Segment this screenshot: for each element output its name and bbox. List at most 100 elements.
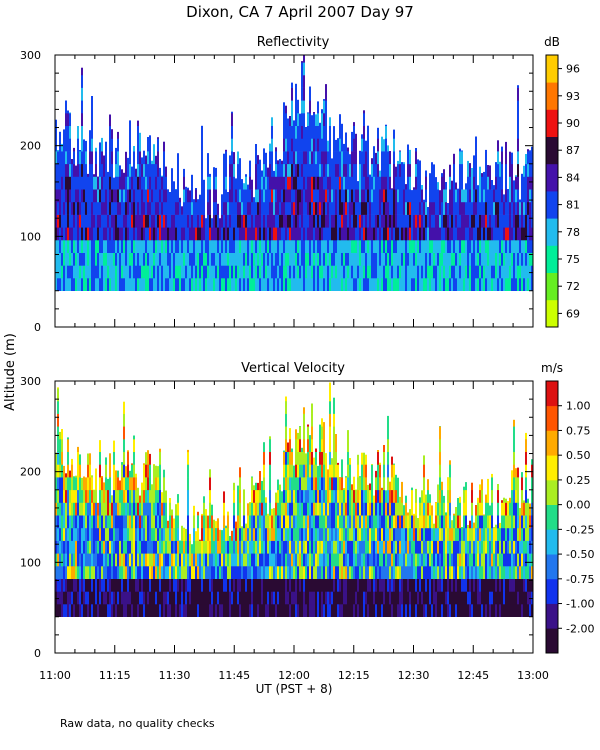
heatmap-cell: [289, 502, 291, 516]
heatmap-cell: [287, 240, 289, 253]
heatmap-cell: [257, 252, 259, 266]
heatmap-cell: [157, 604, 159, 617]
heatmap-cell: [137, 502, 139, 516]
heatmap-cell: [427, 252, 429, 266]
heatmap-cell: [361, 502, 363, 516]
heatmap-cell: [349, 591, 351, 605]
heatmap-cell: [373, 553, 375, 567]
heatmap-cell: [145, 214, 147, 228]
heatmap-cell: [411, 278, 413, 291]
heatmap-cell: [377, 163, 379, 177]
heatmap-cell: [259, 227, 261, 241]
heatmap-cell: [417, 176, 419, 190]
heatmap-cell: [345, 214, 347, 228]
heatmap-cell: [369, 240, 371, 253]
heatmap-cell: [289, 578, 291, 592]
heatmap-cell: [281, 553, 283, 567]
heatmap-cell: [263, 252, 265, 266]
heatmap-cell: [125, 151, 127, 165]
heatmap-cell: [243, 515, 245, 529]
heatmap-cell: [243, 189, 245, 203]
heatmap-cell: [81, 176, 83, 190]
heatmap-cell: [461, 227, 463, 241]
heatmap-cell: [321, 189, 323, 203]
heatmap-cell: [401, 540, 403, 554]
heatmap-cell: [167, 578, 169, 592]
heatmap-cell: [99, 201, 101, 215]
heatmap-cell: [509, 163, 511, 177]
heatmap-cell: [73, 578, 75, 592]
heatmap-cell: [223, 227, 225, 241]
heatmap-cell: [137, 604, 139, 617]
heatmap-cell: [129, 176, 131, 190]
heatmap-cell: [99, 566, 101, 579]
heatmap-cell: [143, 591, 145, 605]
heatmap-cell: [393, 502, 395, 516]
heatmap-cell: [501, 146, 503, 152]
heatmap-cell: [441, 278, 443, 291]
heatmap-cell: [137, 540, 139, 554]
heatmap-cell: [91, 502, 93, 516]
heatmap-cell: [473, 265, 475, 279]
heatmap-cell: [209, 240, 211, 253]
heatmap-cell: [69, 113, 71, 126]
heatmap-cell: [413, 604, 415, 617]
heatmap-cell: [259, 477, 261, 491]
heatmap-cell: [293, 566, 295, 579]
heatmap-cell: [331, 227, 333, 241]
heatmap-cell: [79, 163, 81, 177]
heatmap-cell: [59, 604, 61, 617]
heatmap-cell: [363, 138, 365, 152]
heatmap-cell: [183, 201, 185, 215]
heatmap-cell: [191, 604, 193, 617]
heatmap-cell: [397, 591, 399, 605]
heatmap-cell: [413, 240, 415, 253]
heatmap-cell: [81, 566, 83, 579]
heatmap-cell: [153, 227, 155, 241]
heatmap-cell: [119, 480, 121, 491]
heatmap-cell: [367, 240, 369, 253]
heatmap-cell: [367, 515, 369, 529]
heatmap-cell: [341, 189, 343, 203]
heatmap-cell: [473, 252, 475, 266]
heatmap-cell: [65, 189, 67, 203]
heatmap-cell: [409, 240, 411, 253]
heatmap-cell: [321, 176, 323, 190]
heatmap-cell: [357, 181, 359, 190]
heatmap-cell: [147, 540, 149, 554]
heatmap-cell: [313, 227, 315, 241]
heatmap-cell: [195, 214, 197, 228]
heatmap-cell: [255, 252, 257, 266]
heatmap-cell: [169, 265, 171, 279]
heatmap-cell: [395, 566, 397, 579]
heatmap-cell: [385, 540, 387, 554]
heatmap-cell: [367, 176, 369, 190]
heatmap-cell: [263, 489, 265, 503]
heatmap-cell: [291, 278, 293, 291]
heatmap-cell: [295, 240, 297, 253]
heatmap-cell: [401, 604, 403, 617]
heatmap-cell: [255, 566, 257, 579]
heatmap-cell: [373, 151, 375, 165]
heatmap-cell: [83, 489, 85, 503]
heatmap-cell: [181, 265, 183, 279]
heatmap-cell: [415, 189, 417, 203]
heatmap-cell: [281, 502, 283, 516]
heatmap-cell: [341, 176, 343, 190]
heatmap-cell: [169, 527, 171, 541]
heatmap-cell: [249, 201, 251, 215]
heatmap-cell: [497, 214, 499, 228]
heatmap-cell: [267, 201, 269, 215]
heatmap-cell: [101, 201, 103, 215]
heatmap-cell: [311, 176, 313, 190]
heatmap-cell: [207, 540, 209, 554]
heatmap-cell: [207, 527, 209, 541]
heatmap-cell: [251, 476, 253, 478]
heatmap-cell: [157, 527, 159, 541]
heatmap-cell: [377, 214, 379, 228]
heatmap-cell: [417, 604, 419, 617]
heatmap-cell: [233, 604, 235, 617]
heatmap-cell: [289, 278, 291, 291]
heatmap-cell: [467, 160, 469, 165]
heatmap-cell: [133, 604, 135, 617]
